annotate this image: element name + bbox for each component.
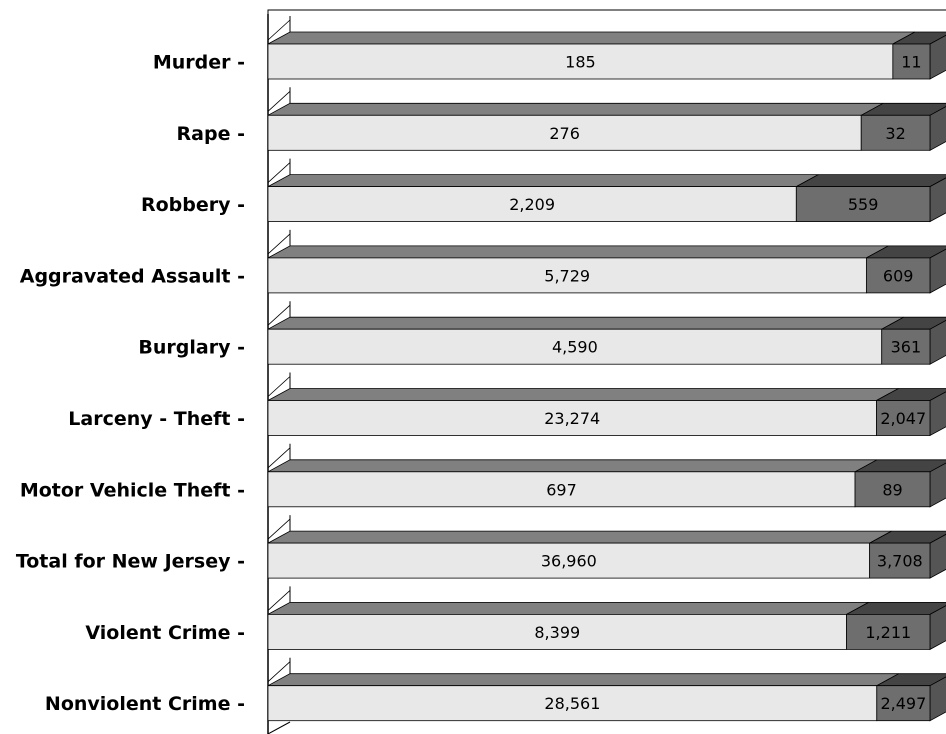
- bar-top-series1: [267, 174, 819, 188]
- data-label-series2: 11: [901, 53, 921, 72]
- depth-tick-diag: [267, 590, 291, 611]
- bar-series2: [860, 114, 931, 151]
- bar-series2: [865, 257, 931, 294]
- bar-series2: [876, 400, 931, 436]
- category-label: Burglary -: [138, 337, 245, 359]
- depth-tick-diag: [267, 233, 291, 255]
- bar-top-series1: [267, 31, 916, 45]
- bar-series1: [267, 43, 894, 80]
- bar-top-series1: [267, 316, 904, 330]
- category-label: Motor Vehicle Theft -: [20, 479, 245, 501]
- floor-edge: [267, 721, 291, 734]
- data-label-series1: 28,561: [544, 694, 600, 713]
- category-label: Aggravated Assault -: [20, 265, 245, 287]
- data-label-series2: 1,211: [865, 623, 911, 642]
- bar-series2: [881, 328, 931, 365]
- bar-series1: [267, 542, 871, 579]
- bar-top-series1: [267, 530, 892, 544]
- bar-series1: [267, 114, 862, 151]
- bar-series1: [267, 257, 867, 294]
- data-label-series2: 32: [885, 124, 905, 143]
- category-label: Total for New Jersey -: [16, 551, 245, 573]
- bar-top-series1: [267, 102, 884, 116]
- depth-tick-diag: [267, 518, 291, 540]
- data-label-series2: 361: [891, 338, 922, 357]
- data-label-series1: 2,209: [509, 195, 555, 214]
- bar-top-series1: [267, 673, 899, 687]
- data-label-series2: 2,497: [880, 694, 926, 713]
- bar-series1: [267, 685, 878, 722]
- bar-series2: [795, 186, 931, 223]
- category-label: Murder -: [153, 52, 245, 74]
- data-label-series2: 89: [882, 480, 902, 499]
- bar-series1: [267, 400, 877, 436]
- bar-top-series1: [267, 388, 899, 401]
- depth-tick-diag: [267, 304, 291, 326]
- bar-series1: [267, 614, 847, 650]
- bar-series1: [267, 328, 883, 365]
- depth-tick-diag: [267, 661, 291, 682]
- data-label-series1: 697: [546, 480, 577, 499]
- category-label: Rape -: [177, 123, 245, 145]
- category-label: Larceny - Theft -: [68, 408, 245, 430]
- bar-top-series1: [267, 459, 878, 473]
- depth-tick-diag: [267, 19, 291, 41]
- bar-top-series2: [796, 174, 946, 188]
- bar-series2: [846, 614, 931, 650]
- depth-tick-diag: [267, 162, 291, 183]
- data-label-series1: 276: [549, 124, 580, 143]
- data-label-series2: 559: [848, 195, 879, 214]
- data-label-series1: 8,399: [534, 623, 580, 642]
- depth-tick-diag: [267, 91, 291, 112]
- data-label-series2: 609: [883, 266, 914, 285]
- category-label: Nonviolent Crime -: [45, 693, 245, 715]
- bar-series2: [876, 685, 931, 722]
- bar-top-series1: [267, 245, 889, 259]
- depth-tick-diag: [267, 447, 291, 469]
- depth-tick-diag: [267, 376, 291, 397]
- bar-top-series1: [267, 602, 869, 615]
- data-label-series2: 2,047: [880, 409, 926, 428]
- data-label-series2: 3,708: [877, 552, 923, 571]
- data-label-series1: 36,960: [541, 552, 597, 571]
- bar-series1: [267, 471, 856, 508]
- bars-group: 185 11 276 32 2,209 559 5,729 609 4,590 361 23,274…: [267, 16, 946, 722]
- category-label: Violent Crime -: [85, 622, 245, 644]
- category-labels: Murder - Rape - Robbery - Aggravated Assaul…: [16, 52, 245, 716]
- data-label-series1: 185: [565, 53, 596, 72]
- bar-series2: [892, 43, 931, 80]
- bar-series1: [267, 186, 797, 223]
- data-label-series1: 4,590: [552, 338, 598, 357]
- bar-series2: [869, 542, 931, 579]
- data-label-series1: 5,729: [544, 266, 590, 285]
- category-label: Robbery -: [141, 194, 245, 216]
- bar-series2: [854, 471, 931, 508]
- data-label-series1: 23,274: [544, 409, 600, 428]
